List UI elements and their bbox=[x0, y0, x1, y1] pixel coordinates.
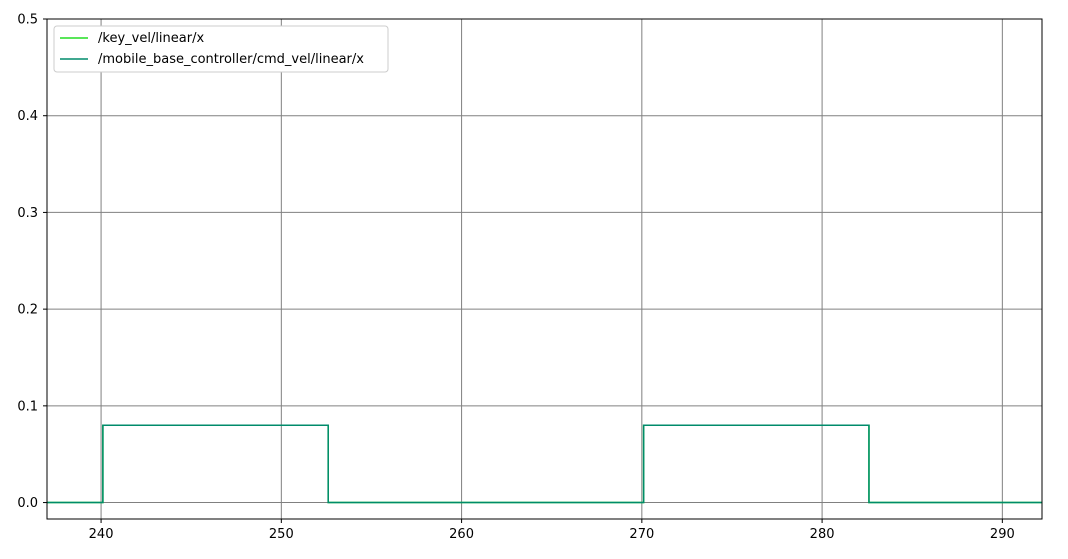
legend-box bbox=[53, 25, 389, 73]
x-axis: 240 250 260 270 280 290 bbox=[89, 519, 1015, 542]
series-line-1 bbox=[47, 424, 1042, 504]
plot-frame bbox=[46, 18, 1043, 520]
legend-label-key-vel: /key_vel/linear/x bbox=[98, 31, 204, 46]
y-axis: 0.0 0.1 0.2 0.3 0.4 0.5 bbox=[17, 13, 47, 511]
x-tick-label: 250 bbox=[269, 527, 294, 542]
x-tick-label: 290 bbox=[990, 527, 1015, 542]
y-tick-label: 0.2 bbox=[17, 303, 38, 318]
x-tick-label: 240 bbox=[89, 527, 114, 542]
x-tick-label: 260 bbox=[449, 527, 474, 542]
y-tick-label: 0.4 bbox=[17, 109, 38, 124]
y-tick-label: 0.3 bbox=[17, 206, 38, 221]
x-tick-label: 270 bbox=[629, 527, 654, 542]
y-tick-label: 0.0 bbox=[17, 496, 38, 511]
series-layer bbox=[47, 424, 1042, 504]
y-tick-label: 0.1 bbox=[17, 399, 38, 414]
plot-area bbox=[47, 19, 1042, 519]
y-tick-label: 0.5 bbox=[17, 13, 38, 28]
legend-label-cmd-vel: /mobile_base_controller/cmd_vel/linear/x bbox=[98, 52, 364, 67]
x-tick-label: 280 bbox=[810, 527, 835, 542]
legend: /key_vel/linear/x /mobile_base_controlle… bbox=[53, 25, 389, 73]
